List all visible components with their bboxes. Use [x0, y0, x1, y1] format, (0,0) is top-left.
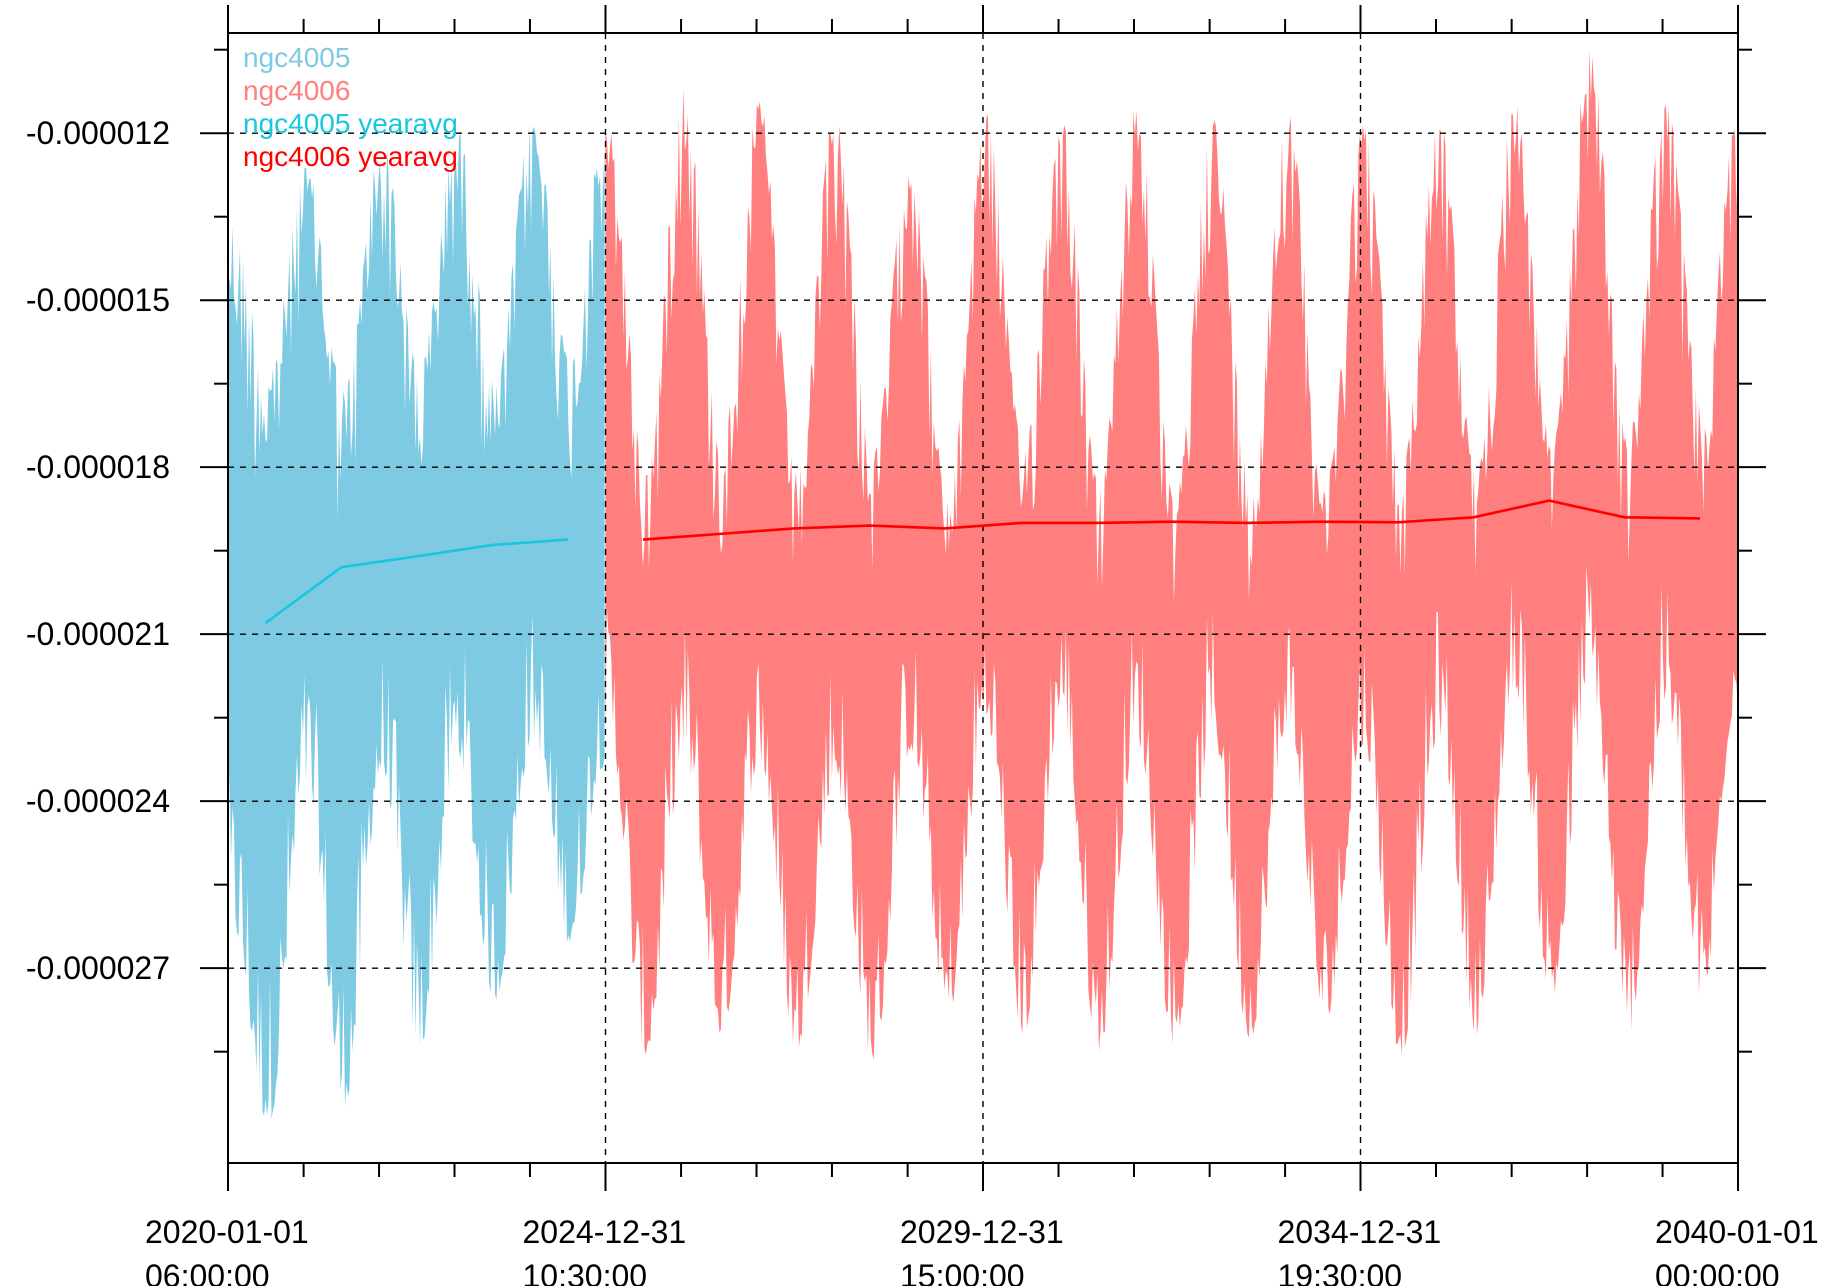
legend-entry: ngc4005 yearavg [243, 108, 458, 139]
x-tick-label-time: 10:30:00 [523, 1258, 648, 1286]
x-tick-label-time: 00:00:00 [1655, 1258, 1780, 1286]
y-tick-label: -0.000015 [26, 282, 170, 318]
band-ngc4005 [228, 121, 605, 1119]
x-tick-label-date: 2020-01-01 [145, 1214, 309, 1250]
y-tick-label: -0.000018 [26, 449, 170, 485]
y-tick-label: -0.000027 [26, 950, 170, 986]
x-tick-label-date: 2034-12-31 [1278, 1214, 1442, 1250]
x-tick-label-time: 19:30:00 [1278, 1258, 1403, 1286]
x-tick-label-time: 15:00:00 [900, 1258, 1025, 1286]
series-lines [264, 499, 1701, 625]
line-ngc4006-yearavg [642, 499, 1701, 541]
x-tick-label-date: 2040-01-01 [1655, 1214, 1819, 1250]
x-tick-labels: 2020-01-01 06:00:00 2024-12-31 10:30:00 2029… [145, 1214, 1819, 1286]
series-bands [228, 48, 1738, 1119]
x-tick-label-time: 06:00:00 [145, 1258, 270, 1286]
y-tick-label: -0.000024 [26, 783, 170, 819]
band-ngc4006 [605, 48, 1738, 1060]
legend-entry: ngc4005 [243, 42, 350, 73]
legend-entry: ngc4006 [243, 75, 350, 106]
line-ngc4005-yearavg [264, 538, 568, 625]
x-tick-label-date: 2029-12-31 [900, 1214, 1064, 1250]
legend-entry: ngc4006 yearavg [243, 141, 458, 172]
axis-ticks [200, 5, 1766, 1191]
y-tick-label: -0.000012 [26, 115, 170, 151]
x-tick-label-date: 2024-12-31 [523, 1214, 687, 1250]
y-tick-label: -0.000021 [26, 616, 170, 652]
grid-lines [228, 33, 1738, 1163]
y-tick-labels: -0.000012 -0.000015 -0.000018 -0.000021 -0.0… [26, 115, 170, 986]
